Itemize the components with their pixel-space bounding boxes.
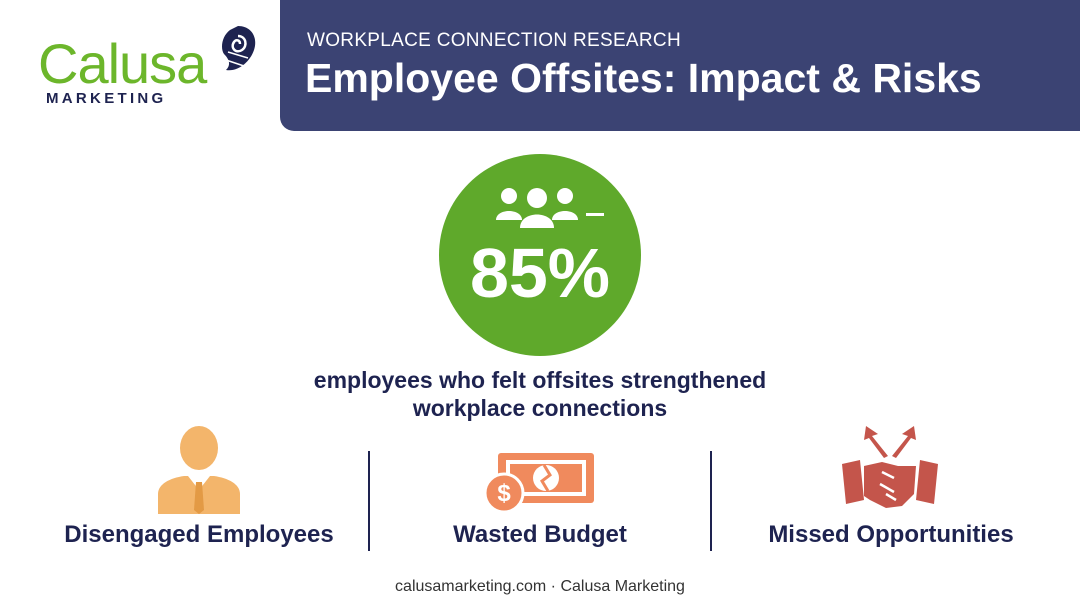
header-kicker: WORKPLACE CONNECTION RESEARCH bbox=[307, 30, 681, 51]
disengaged-icon bbox=[158, 426, 240, 514]
footer: calusamarketing.com · Calusa Marketing bbox=[395, 578, 685, 595]
handshake-icon bbox=[842, 426, 938, 508]
budget-icon: $ bbox=[484, 453, 594, 514]
people-icon bbox=[496, 188, 604, 228]
logo-name: Calusa bbox=[38, 32, 207, 95]
risk-label: Missed Opportunities bbox=[768, 521, 1014, 548]
risk-label: Disengaged Employees bbox=[64, 521, 334, 548]
header-title: Employee Offsites: Impact & Risks bbox=[305, 55, 982, 101]
header-band bbox=[280, 0, 1080, 131]
stat-value: 85% bbox=[469, 234, 611, 312]
svg-text:$: $ bbox=[497, 480, 511, 507]
logo-shell bbox=[222, 26, 256, 71]
stat-description: employees who felt offsites strengthened… bbox=[313, 367, 767, 421]
risk-label: Wasted Budget bbox=[453, 521, 627, 548]
stat-circle bbox=[439, 154, 641, 356]
divider bbox=[710, 451, 712, 551]
divider bbox=[368, 451, 370, 551]
logo-tagline: MARKETING bbox=[46, 90, 167, 107]
